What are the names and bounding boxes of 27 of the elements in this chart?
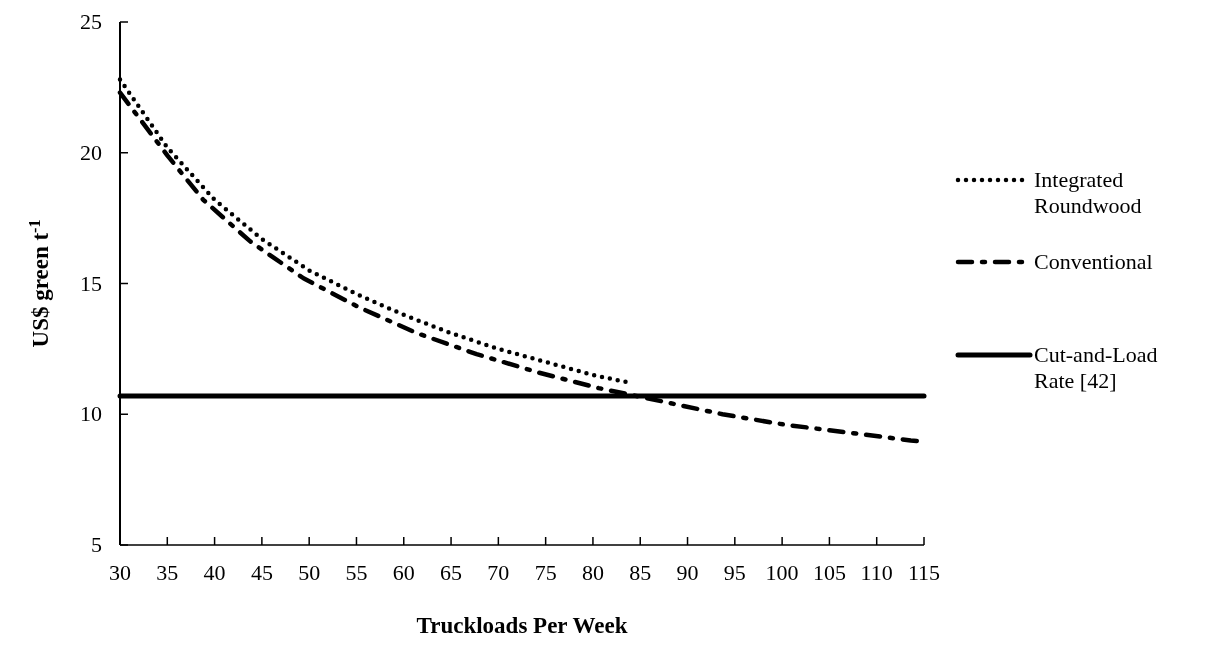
x-tick-label: 105 <box>812 560 846 585</box>
x-tick-label: 65 <box>440 560 463 585</box>
x-tick-label: 40 <box>203 560 226 585</box>
legend-label: Conventional <box>1034 249 1153 274</box>
legend-label: Integrated Roundwood <box>1034 167 1142 218</box>
x-tick-label: 85 <box>629 560 652 585</box>
y-tick-label: 25 <box>80 9 102 34</box>
x-tick-label: 60 <box>392 560 415 585</box>
x-tick-label: 100 <box>765 560 799 585</box>
y-tick-label: 5 <box>91 532 102 557</box>
x-tick-label: 35 <box>156 560 179 585</box>
y-tick-label: 10 <box>80 401 102 427</box>
x-tick-label: 55 <box>345 560 368 585</box>
x-tick-label: 30 <box>109 560 131 585</box>
x-tick-label: 95 <box>723 560 746 585</box>
x-tick-label: 70 <box>487 560 510 585</box>
x-tick-label: 115 <box>907 560 941 585</box>
x-tick-label: 50 <box>298 560 321 585</box>
x-tick-label: 80 <box>581 560 604 585</box>
x-tick-label: 90 <box>676 560 699 585</box>
y-tick-label: 20 <box>80 139 102 165</box>
x-tick-label: 45 <box>250 560 273 585</box>
x-tick-label: 75 <box>534 560 557 585</box>
x-axis-title: Truckloads Per Week <box>416 613 628 638</box>
y-tick-label: 15 <box>80 270 102 296</box>
x-tick-label: 110 <box>860 560 893 585</box>
legend-label: Cut-and-Load Rate [42] <box>1034 342 1158 393</box>
